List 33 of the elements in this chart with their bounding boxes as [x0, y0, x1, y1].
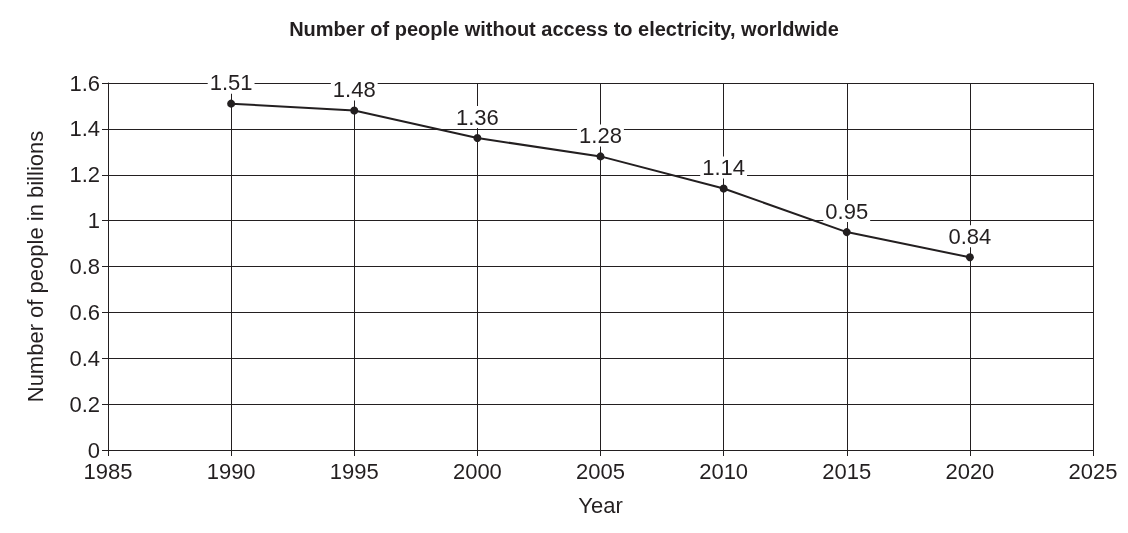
x-tick-label: 2020 — [945, 458, 995, 484]
point — [965, 253, 974, 262]
y-tick-label: 1.4 — [69, 116, 100, 142]
point — [473, 134, 482, 143]
y-tick-label: 1.2 — [69, 162, 100, 188]
point — [842, 228, 851, 237]
x-tick-label: 2000 — [452, 458, 502, 484]
point — [719, 184, 728, 193]
data-label: 1.36 — [455, 104, 499, 130]
y-axis-title: Number of people in billions — [22, 130, 48, 403]
chart-title: Number of people without access to electricity, worldwide — [289, 18, 839, 40]
data-label: 1.48 — [332, 77, 376, 103]
data-label: 0.95 — [825, 198, 869, 224]
x-tick-label: 2015 — [822, 458, 872, 484]
y-tick-label: 1 — [87, 208, 100, 234]
y-tick-label: 0.8 — [69, 254, 100, 279]
x-tick-label: 2025 — [1068, 458, 1118, 484]
data-label: 0.84 — [948, 223, 992, 249]
point — [350, 106, 359, 115]
point — [227, 99, 236, 108]
x-tick-label: 2005 — [576, 458, 625, 484]
x-axis-title: Year — [578, 492, 623, 518]
y-tick-label: 0.4 — [69, 345, 100, 371]
data-label: 1.28 — [579, 122, 622, 148]
y-tick-label: 0.2 — [69, 391, 100, 417]
data-label: 1.51 — [209, 70, 253, 96]
point — [596, 152, 605, 161]
data-label: 1.14 — [702, 155, 746, 181]
x-tick-label: 1995 — [329, 458, 379, 484]
x-tick-label: 2010 — [699, 458, 749, 484]
y-tick-label: 0.6 — [69, 299, 100, 325]
x-tick-label: 1990 — [206, 458, 256, 484]
y-tick-label: 1.6 — [69, 70, 100, 96]
